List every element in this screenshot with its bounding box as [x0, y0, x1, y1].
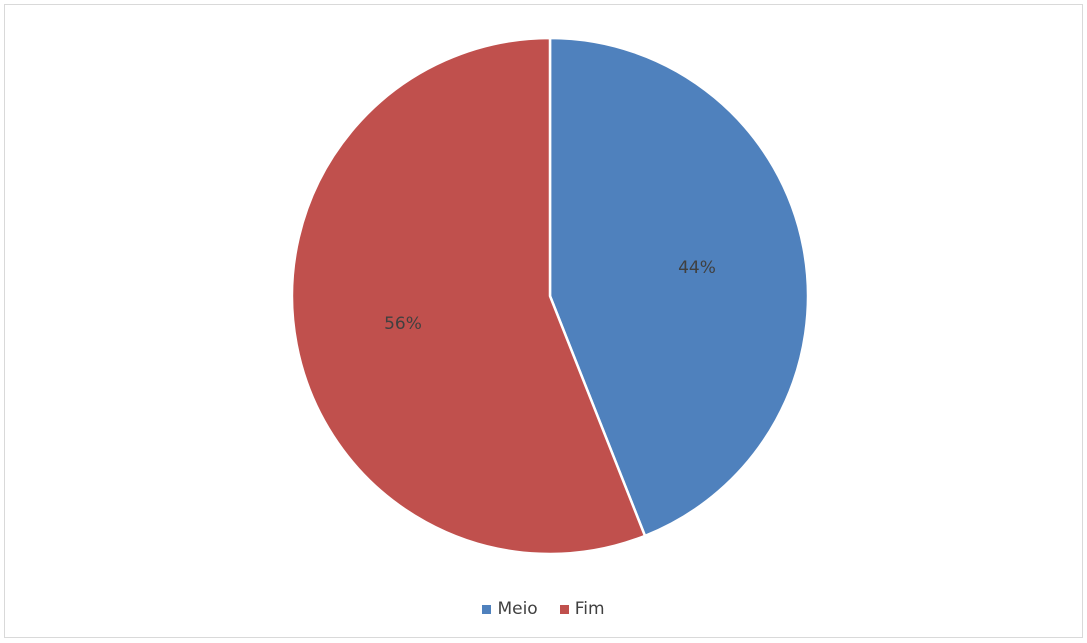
legend-item-meio: Meio — [482, 599, 538, 619]
pie-slice-meio — [548, 36, 810, 538]
legend-swatch-fim — [559, 604, 569, 614]
data-label-fim: 56% — [384, 314, 422, 334]
legend-item-fim: Fim — [559, 599, 605, 619]
chart-area: 44% 56% Meio Fim — [4, 4, 1083, 638]
pie-slice-fim — [290, 36, 647, 556]
pie-chart: 44% 56% — [290, 36, 810, 556]
legend-swatch-meio — [482, 604, 492, 614]
chart-legend: Meio Fim — [5, 599, 1082, 619]
pie-slices — [290, 36, 810, 556]
legend-label-meio: Meio — [497, 599, 538, 619]
data-label-meio: 44% — [678, 258, 716, 278]
pie-data-labels: 44% 56% — [384, 258, 716, 334]
legend-label-fim: Fim — [574, 599, 605, 619]
